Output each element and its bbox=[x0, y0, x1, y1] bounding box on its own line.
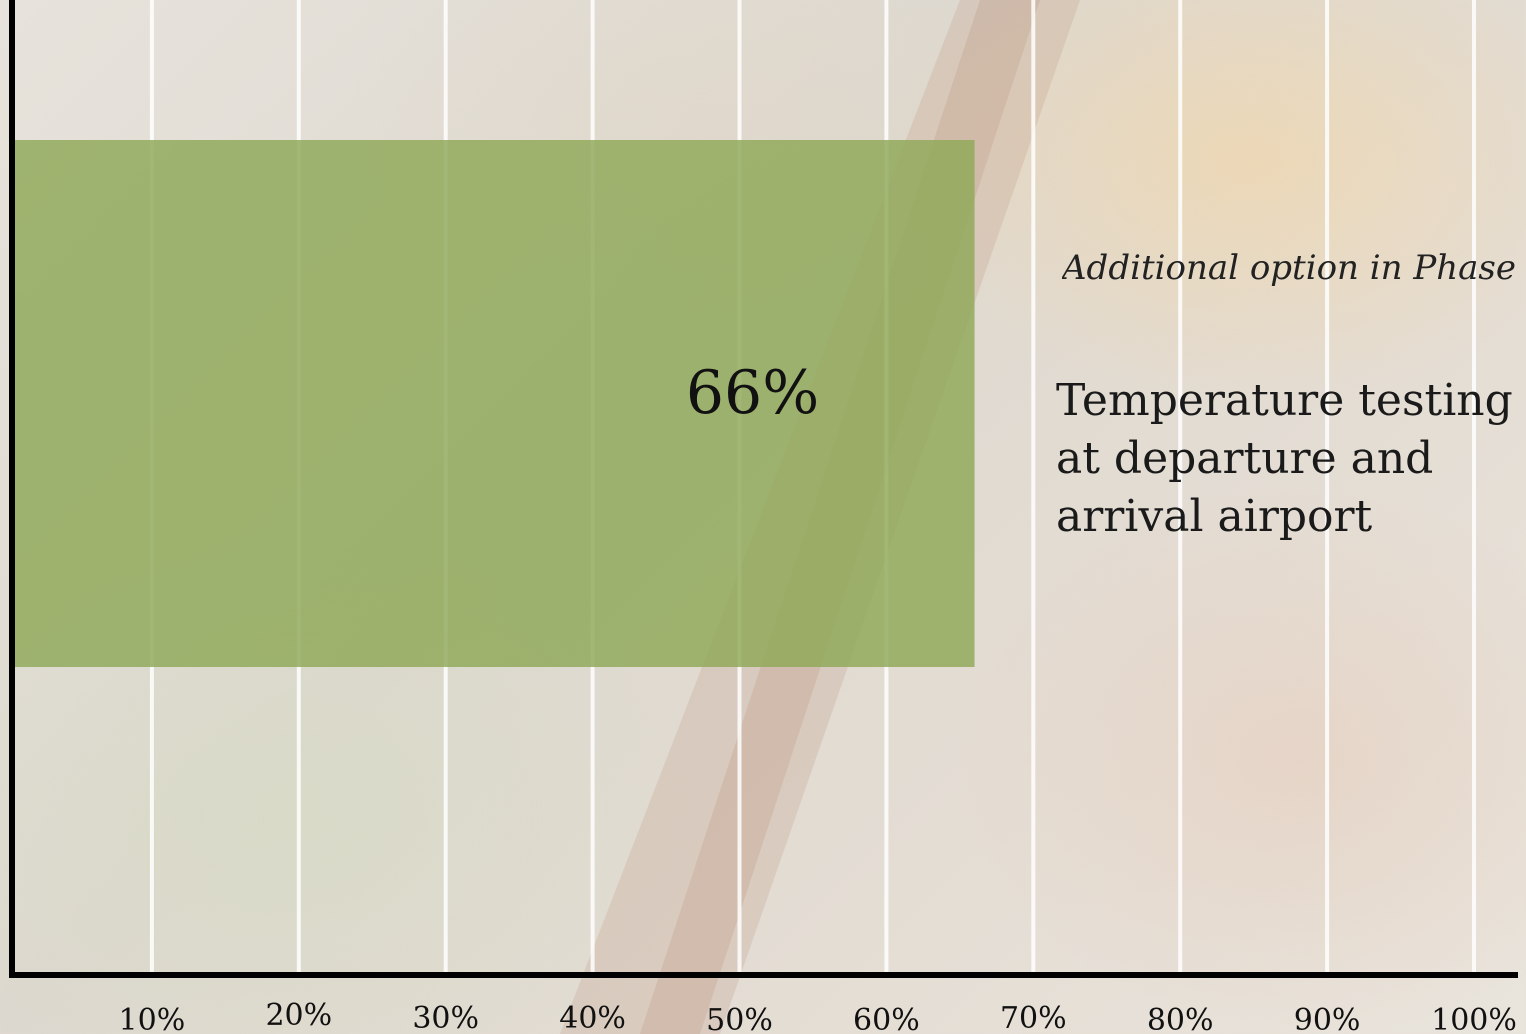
bars bbox=[12, 140, 975, 667]
tick-labels: 10% 20% 30% 40% 50% 60% 70% 80% 90% 100% bbox=[119, 998, 1517, 1034]
bar-value-label: 66% bbox=[686, 358, 819, 428]
axes bbox=[9, 0, 1518, 978]
x-tick-label-70: 70% bbox=[1000, 1001, 1067, 1034]
x-tick-label-10: 10% bbox=[119, 1003, 186, 1034]
x-tick-label-90: 90% bbox=[1294, 1003, 1361, 1034]
category-label: Temperature testing at departure and arr… bbox=[1056, 375, 1513, 542]
phase-annotation: Additional option in Phase bbox=[1062, 248, 1516, 288]
x-tick-label-20: 20% bbox=[265, 998, 332, 1033]
x-tick-label-50: 50% bbox=[706, 1003, 773, 1034]
data-labels: 66% bbox=[686, 358, 819, 428]
x-tick-label-30: 30% bbox=[412, 1001, 479, 1034]
x-tick-label-80: 80% bbox=[1147, 1003, 1214, 1034]
bar-0 bbox=[12, 140, 975, 667]
x-tick-label-100: 100% bbox=[1431, 1003, 1517, 1034]
x-tick-label-40: 40% bbox=[559, 1001, 626, 1034]
x-tick-label-60: 60% bbox=[853, 1003, 920, 1034]
